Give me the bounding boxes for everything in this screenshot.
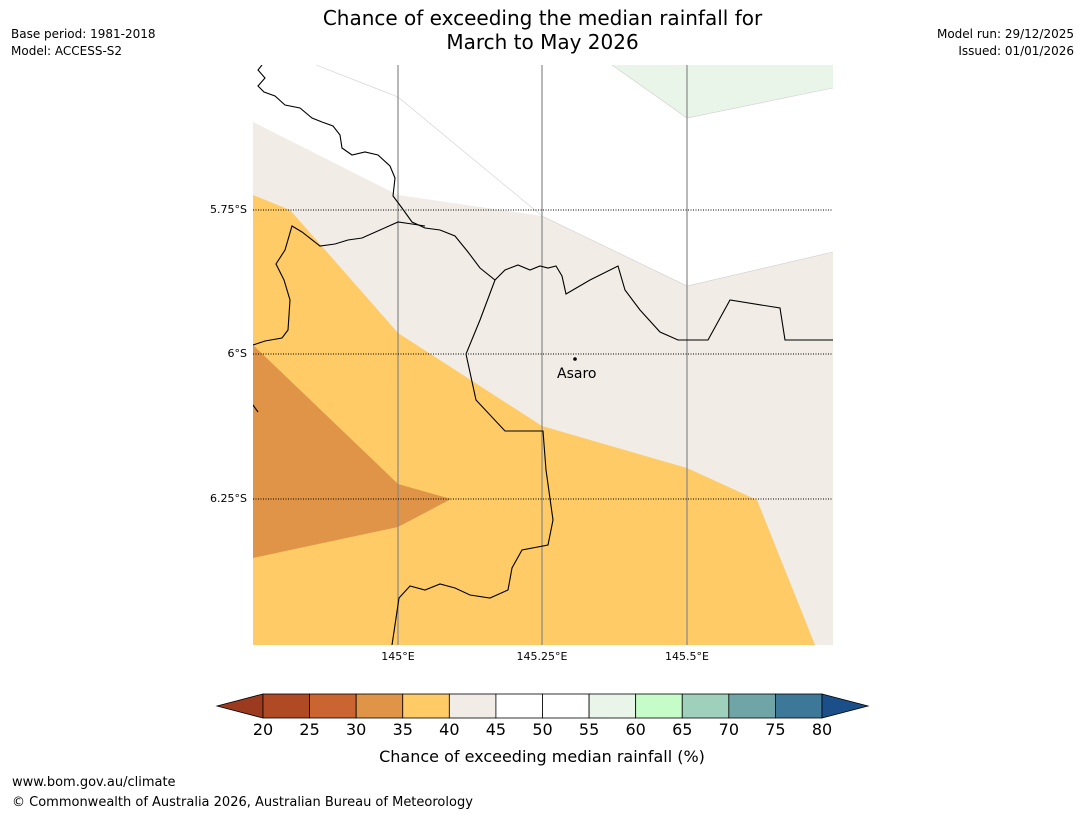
lon-label-145: 145°E [381,650,414,663]
colorbar-tick-label: 65 [672,720,692,739]
colorbar-segment [728,693,776,719]
lat-label-6-25: 6.25°S [210,492,247,505]
zone-55-60 [612,65,833,118]
chart-title: Chance of exceeding the median rainfall … [0,6,1085,54]
meta-left: Base period: 1981-2018 Model: ACCESS-S2 [11,26,156,60]
colorbar-tick-label: 20 [253,720,273,739]
colorbar-tick-label: 80 [812,720,832,739]
colorbar-tick-label: 60 [625,720,645,739]
map-area [253,65,833,645]
colorbar-tick-label: 35 [393,720,413,739]
colorbar-tick-label: 25 [299,720,319,739]
colorbar-over-arrow [821,693,870,719]
colorbar-segment [355,693,404,719]
colorbar-segment [402,693,450,719]
colorbar-tick-label: 50 [532,720,552,739]
colorbar-segment [681,693,730,719]
colorbar-tick-label: 45 [486,720,506,739]
lon-label-145-25: 145.25°E [517,650,568,663]
colorbar-under-arrow [215,693,264,719]
issued-date: Issued: 01/01/2026 [958,44,1074,58]
colorbar-segment [775,693,823,719]
colorbar-segment [495,693,543,719]
place-label-asaro: Asaro [557,366,596,382]
colorbar-tick-label: 30 [346,720,366,739]
base-period: Base period: 1981-2018 [11,27,156,41]
province-boundary [391,279,554,645]
colorbar-ticks: 20 25 30 35 40 45 50 55 60 65 70 75 80 [253,720,832,739]
colorbar-segment [262,693,310,719]
colorbar-segment [542,693,590,719]
province-boundary [257,65,833,341]
colorbar-tick-label: 40 [439,720,459,739]
colorbar-tick-label: 75 [765,720,785,739]
colorbar-segment [448,693,497,719]
province-boundary [253,404,259,413]
colorbar-segment [309,693,357,719]
zone-30-35 [253,345,451,558]
colorbar-segment [588,693,637,719]
lat-label-6: 6°S [228,347,247,360]
colorbar-label: Chance of exceeding median rainfall (%) [379,747,705,766]
title-line-1: Chance of exceeding the median rainfall … [322,6,763,30]
model-name: Model: ACCESS-S2 [11,44,123,58]
place-marker-asaro [573,357,577,361]
footer-copyright: © Commonwealth of Australia 2026, Austra… [12,795,473,810]
zone-35-40 [253,195,815,645]
colorbar-segment [635,693,683,719]
lon-label-145-5: 145.5°E [665,650,709,663]
title-line-2: March to May 2026 [446,30,639,54]
colorbar-segments [262,693,823,719]
colorbar: 20 25 30 35 40 45 50 55 60 65 70 75 80 Chance of exc… [215,693,870,766]
lat-label-5-75: 5.75°S [210,203,247,216]
province-boundary [253,221,426,346]
model-run: Model run: 29/12/2025 [936,27,1074,41]
footer-url: www.bom.gov.au/climate [12,775,176,790]
colorbar-tick-label: 70 [719,720,739,739]
colorbar-tick-label: 55 [579,720,599,739]
meta-right: Model run: 29/12/2025 Issued: 01/01/2026 [937,26,1074,60]
